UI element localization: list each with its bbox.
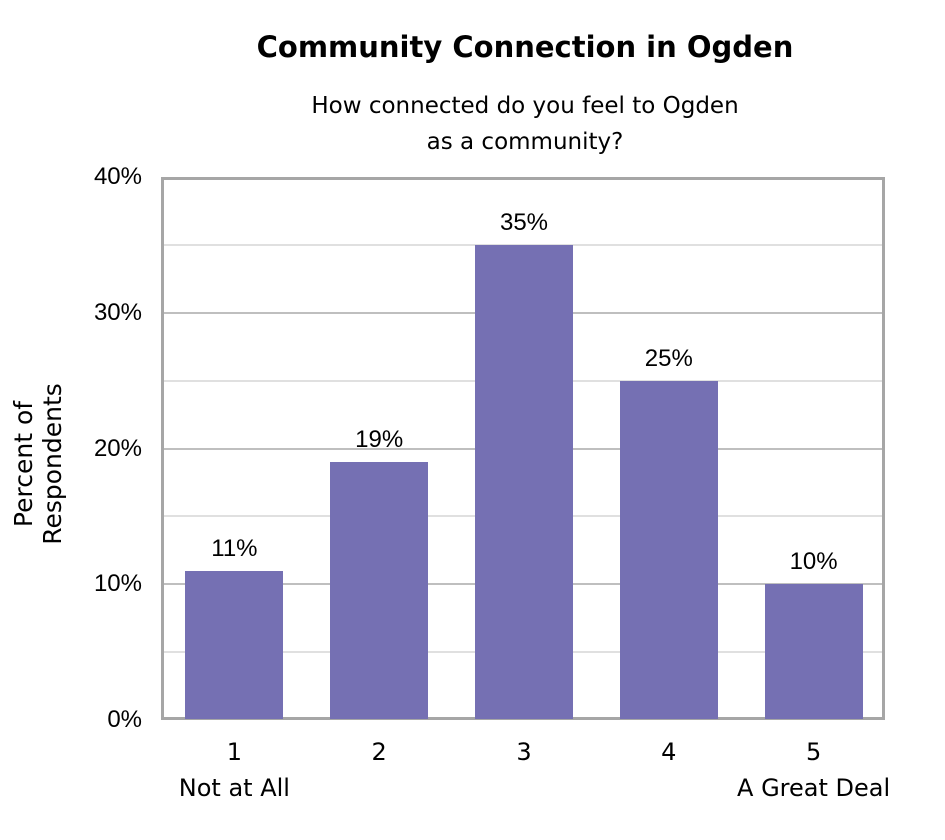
bar-value-label: 19% (355, 426, 404, 454)
bar-value-label: 35% (499, 208, 549, 236)
x-tick-label: 1 (226, 738, 243, 766)
x-tick-label: 4 (661, 738, 677, 766)
bar-value-label: 11% (211, 534, 258, 562)
subtitle-line-2: as a community? (426, 129, 624, 155)
chart-title: Community Connection in Ogden (256, 30, 794, 64)
bar-3 (475, 244, 573, 719)
y-tick-label: 30% (93, 298, 142, 326)
x-tick-label: 3 (516, 738, 532, 766)
y-tick-label: 0% (107, 706, 142, 733)
y-axis-label: Percent of Respondents (9, 383, 67, 545)
y-tick-label: 20% (93, 434, 142, 462)
x-tick-sublabel: Not at All (178, 774, 290, 802)
x-tick-sublabel: A Great Deal (737, 774, 891, 802)
x-tick-label: 2 (371, 738, 387, 766)
bar-1 (185, 570, 284, 719)
bar-2 (330, 462, 429, 719)
bar-value-label: 10% (789, 548, 838, 576)
subtitle-line-1: How connected do you feel to Ogden (311, 93, 739, 119)
chart-subtitle: How connected do you feel to Ogden as a … (0, 88, 945, 160)
y-tick-label: 10% (93, 570, 142, 598)
bar-5 (764, 584, 863, 719)
bar-value-label: 25% (644, 344, 693, 372)
bar-4 (619, 380, 718, 719)
x-tick-label: 5 (805, 738, 822, 766)
y-tick-label: 40% (93, 163, 142, 190)
